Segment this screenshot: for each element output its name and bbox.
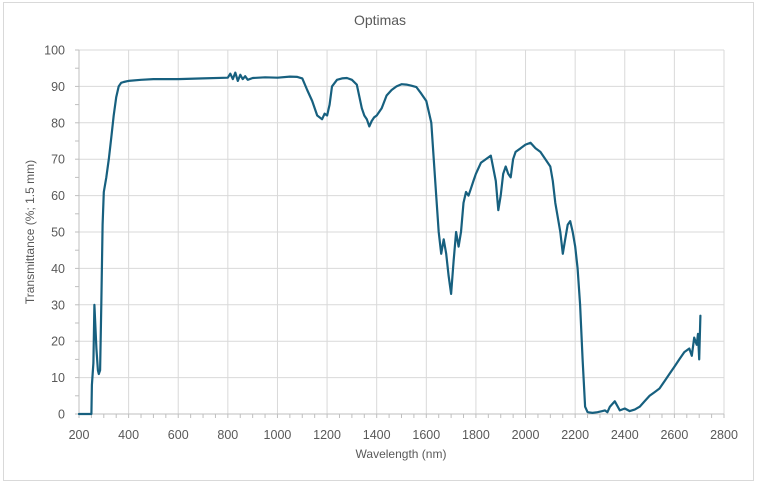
- y-tick-label: 60: [51, 189, 65, 203]
- data-series: [77, 71, 702, 416]
- transmittance-line: [77, 71, 702, 416]
- y-tick-label: 50: [51, 226, 65, 240]
- x-tick-label: 200: [69, 428, 90, 442]
- y-tick-label: 100: [44, 44, 65, 58]
- x-tick-label: 1800: [462, 428, 490, 442]
- axes: [75, 49, 725, 418]
- x-tick-label: 2000: [512, 428, 540, 442]
- x-tick-label: 2400: [611, 428, 639, 442]
- x-tick-label: 2800: [710, 428, 738, 442]
- y-tick-label: 70: [51, 153, 65, 167]
- y-tick-label: 10: [51, 371, 65, 385]
- x-tick-label: 800: [217, 428, 238, 442]
- chart-title: Optimas: [353, 12, 407, 28]
- x-tick-label: 2200: [561, 428, 589, 442]
- y-tick-label: 0: [58, 408, 65, 422]
- y-tick-label: 90: [51, 80, 65, 94]
- x-axis-label: Wavelength (nm): [355, 447, 447, 461]
- x-tick-label: 1600: [412, 428, 440, 442]
- x-tick-label: 1200: [313, 428, 341, 442]
- y-tick-label: 20: [51, 335, 65, 349]
- x-tick-label: 1400: [363, 428, 391, 442]
- tick-labels: 200 400 600 800 1000 1200 1400 1600 1800 2000 2200…: [44, 44, 738, 443]
- x-tick-label: 2600: [660, 428, 688, 442]
- y-tick-label: 40: [51, 262, 65, 276]
- x-tick-label: 400: [118, 428, 139, 442]
- y-tick-label: 30: [51, 298, 65, 312]
- y-tick-label: 80: [51, 116, 65, 130]
- x-tick-label: 600: [168, 428, 189, 442]
- x-tick-label: 1000: [264, 428, 292, 442]
- gridlines: [79, 49, 725, 414]
